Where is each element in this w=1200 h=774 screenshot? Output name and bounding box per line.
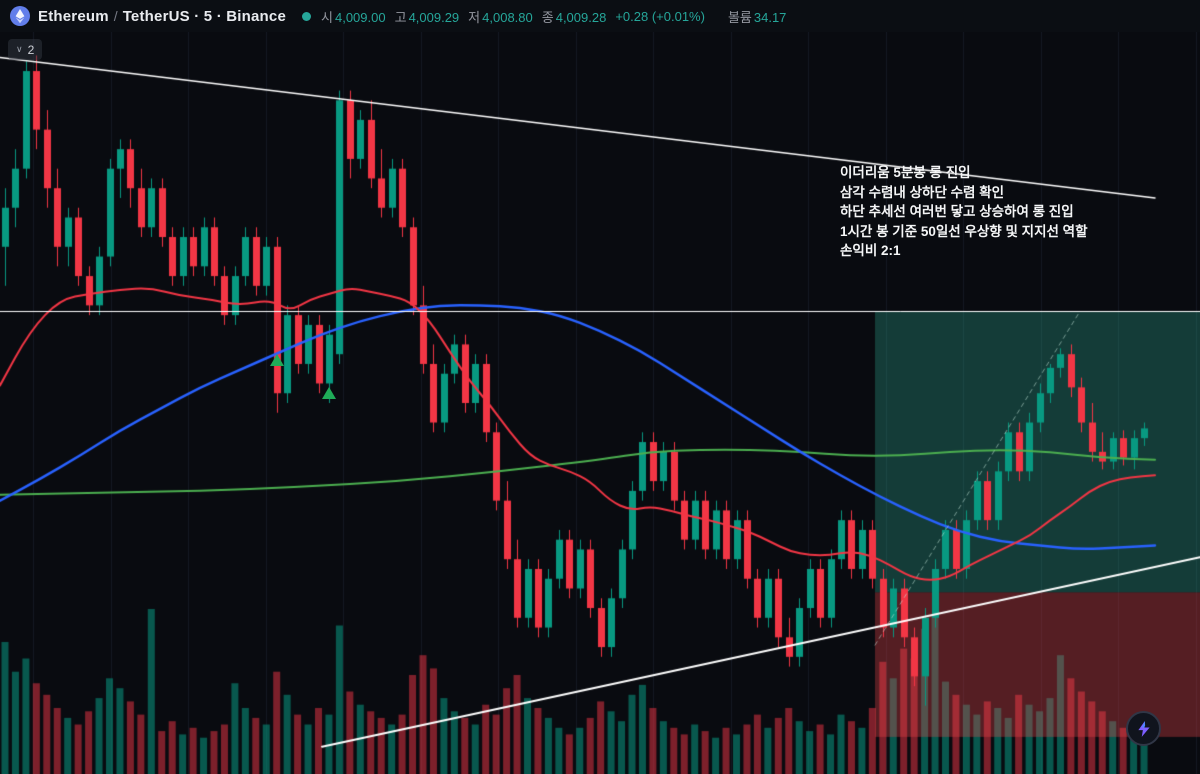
- lightning-button[interactable]: [1126, 711, 1161, 746]
- high-value: 4,009.29: [408, 9, 460, 25]
- symbol-separator: /: [113, 7, 118, 24]
- volume-label: 볼륨: [727, 9, 752, 25]
- chevron-down-icon: ∨: [16, 44, 23, 54]
- trade-note-line: 1시간 봉 기준 50일선 우상향 및 지지선 역할: [840, 223, 1088, 239]
- lightning-icon: [1135, 720, 1153, 738]
- volume-value: 34.17: [753, 9, 787, 25]
- symbol-title[interactable]: Ethereum / TetherUS · 5 · Binance: [38, 8, 286, 25]
- ethereum-logo-icon: [10, 6, 30, 26]
- trade-note-line: 삼각 수렴내 상하단 수렴 확인: [840, 184, 1005, 200]
- open-value: 4,009.00: [334, 9, 386, 25]
- low-label: 저: [468, 9, 481, 25]
- buy-signal-marker-2[interactable]: [321, 387, 336, 400]
- change-value: +0.28 (+0.01%): [615, 8, 705, 24]
- symbol-market: TetherUS · 5 · Binance: [122, 7, 287, 25]
- trade-note-text[interactable]: 이더리움 5분봉 롱 진입 삼각 수렴내 상하단 수렴 확인 하단 추세선 여러…: [840, 163, 1170, 261]
- open-label: 시: [321, 9, 333, 25]
- high-label: 고: [394, 9, 407, 25]
- object-tree-count-chip[interactable]: ∨ 2: [8, 39, 43, 60]
- market-status-dot: [302, 11, 312, 21]
- symbol-name: Ethereum: [38, 7, 109, 25]
- close-label: 종: [541, 9, 554, 25]
- chart-header: Ethereum / TetherUS · 5 · Binance 시 4,009…: [0, 0, 1200, 32]
- price-chart-canvas[interactable]: [0, 32, 1200, 774]
- low-value: 4,008.80: [482, 9, 533, 25]
- trade-note-line: 손익비 2:1: [840, 243, 901, 258]
- chart-area: ∨ 2 이더리움 5분봉 롱 진입 삼각 수렴내 상하단 수렴 확인 하단 추세…: [0, 32, 1200, 774]
- open-pair: 시 4,009.00: [321, 7, 386, 26]
- close-value: 4,009.28: [555, 9, 607, 25]
- high-pair: 고 4,009.29: [395, 7, 460, 26]
- volume-pair: 볼륨 34.17: [728, 7, 786, 26]
- buy-signal-marker-1[interactable]: [269, 354, 284, 367]
- close-pair: 종 4,009.28: [542, 7, 607, 26]
- low-pair: 저 4,008.80: [468, 7, 533, 26]
- ohlc-readout: 시 4,009.00 고 4,009.29 저 4,008.80 종 4,009.28 …: [321, 7, 786, 26]
- trade-note-line: 하단 추세선 여러번 닿고 상승하여 롱 진입: [840, 204, 1074, 219]
- trade-note-line: 이더리움 5분봉 롱 진입: [840, 165, 971, 180]
- object-count: 2: [27, 42, 35, 57]
